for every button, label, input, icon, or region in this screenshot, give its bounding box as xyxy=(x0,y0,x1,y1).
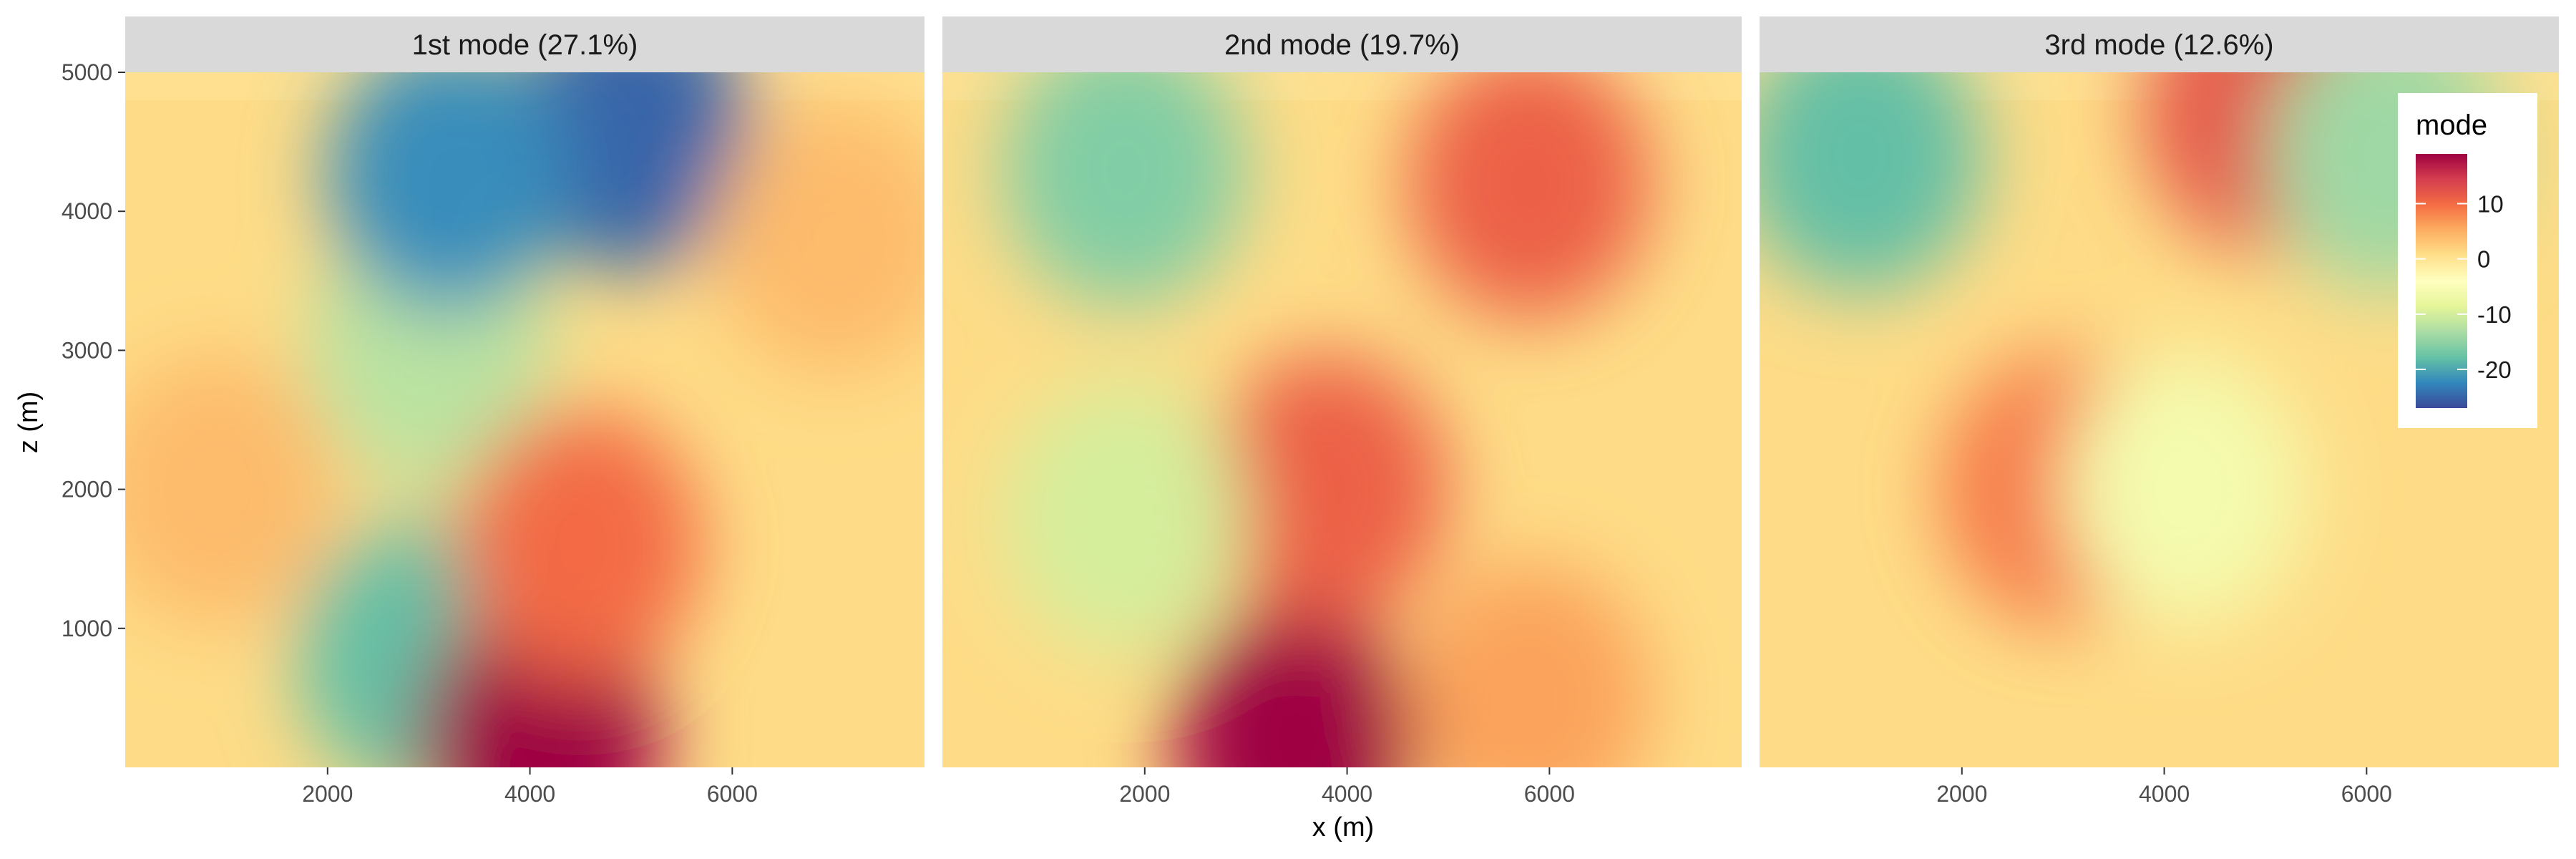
heatmap-feature xyxy=(2062,353,2306,626)
panel-title: 2nd mode (19.7%) xyxy=(1224,29,1460,61)
y-axis-label: z (m) xyxy=(14,392,44,454)
heatmap-feature xyxy=(1760,72,1983,292)
x-tick-label: 2000 xyxy=(1119,781,1170,807)
heatmap-feature xyxy=(125,353,338,626)
heatmap-feature xyxy=(711,103,924,375)
panel-strip xyxy=(1760,16,2559,72)
x-tick-label: 6000 xyxy=(707,781,758,807)
panel-strip xyxy=(125,16,924,72)
legend-colorbar xyxy=(2416,154,2467,408)
y-tick-label: 5000 xyxy=(62,59,112,85)
heatmap-field xyxy=(1002,72,1652,767)
heatmap-feature xyxy=(459,409,703,681)
legend-tick-label: 0 xyxy=(2477,246,2490,273)
heatmap-field xyxy=(125,72,924,767)
panel-title: 3rd mode (12.6%) xyxy=(2044,29,2273,61)
legend-tick-label: -10 xyxy=(2477,301,2512,328)
x-tick-label: 4000 xyxy=(504,781,555,807)
heatmap-feature xyxy=(509,72,753,271)
x-tick-label: 2000 xyxy=(302,781,353,807)
y-axis: 1000 2000 3000 4000 5000 xyxy=(62,59,125,641)
heatmap-feature xyxy=(1407,72,1652,320)
x-tick-label: 6000 xyxy=(1524,781,1575,807)
heatmap-feature xyxy=(1002,72,1246,306)
heatmap-feature xyxy=(1205,353,1449,626)
legend-tick-label: -20 xyxy=(2477,356,2512,383)
x-tick-label: 2000 xyxy=(1936,781,1987,807)
panel-1: 1st mode (27.1%) 2000 4000 6000 xyxy=(125,16,924,807)
legend-tick-label: 10 xyxy=(2477,190,2504,217)
heatmap-feature xyxy=(1174,603,1418,767)
y-tick-label: 2000 xyxy=(62,477,112,503)
y-tick-label: 3000 xyxy=(62,337,112,363)
heatmap-feature xyxy=(1407,561,1652,767)
x-tick-label: 4000 xyxy=(2139,781,2190,807)
heatmap-feature xyxy=(1002,381,1246,654)
y-tick-label: 1000 xyxy=(62,616,112,641)
x-tick-label: 6000 xyxy=(2341,781,2392,807)
legend-title: mode xyxy=(2416,110,2487,141)
panel-strip xyxy=(942,16,1742,72)
x-axis-label: x (m) xyxy=(1312,812,1375,843)
panel-title: 1st mode (27.1%) xyxy=(412,29,638,61)
legend: mode 10 0 -10 -20 xyxy=(2398,93,2537,428)
panel-2: 2nd mode (19.7%) 2000 4000 6000 xyxy=(942,16,1742,807)
heatmap-feature xyxy=(327,72,571,313)
x-tick-label: 4000 xyxy=(1322,781,1372,807)
y-tick-label: 4000 xyxy=(62,198,112,224)
